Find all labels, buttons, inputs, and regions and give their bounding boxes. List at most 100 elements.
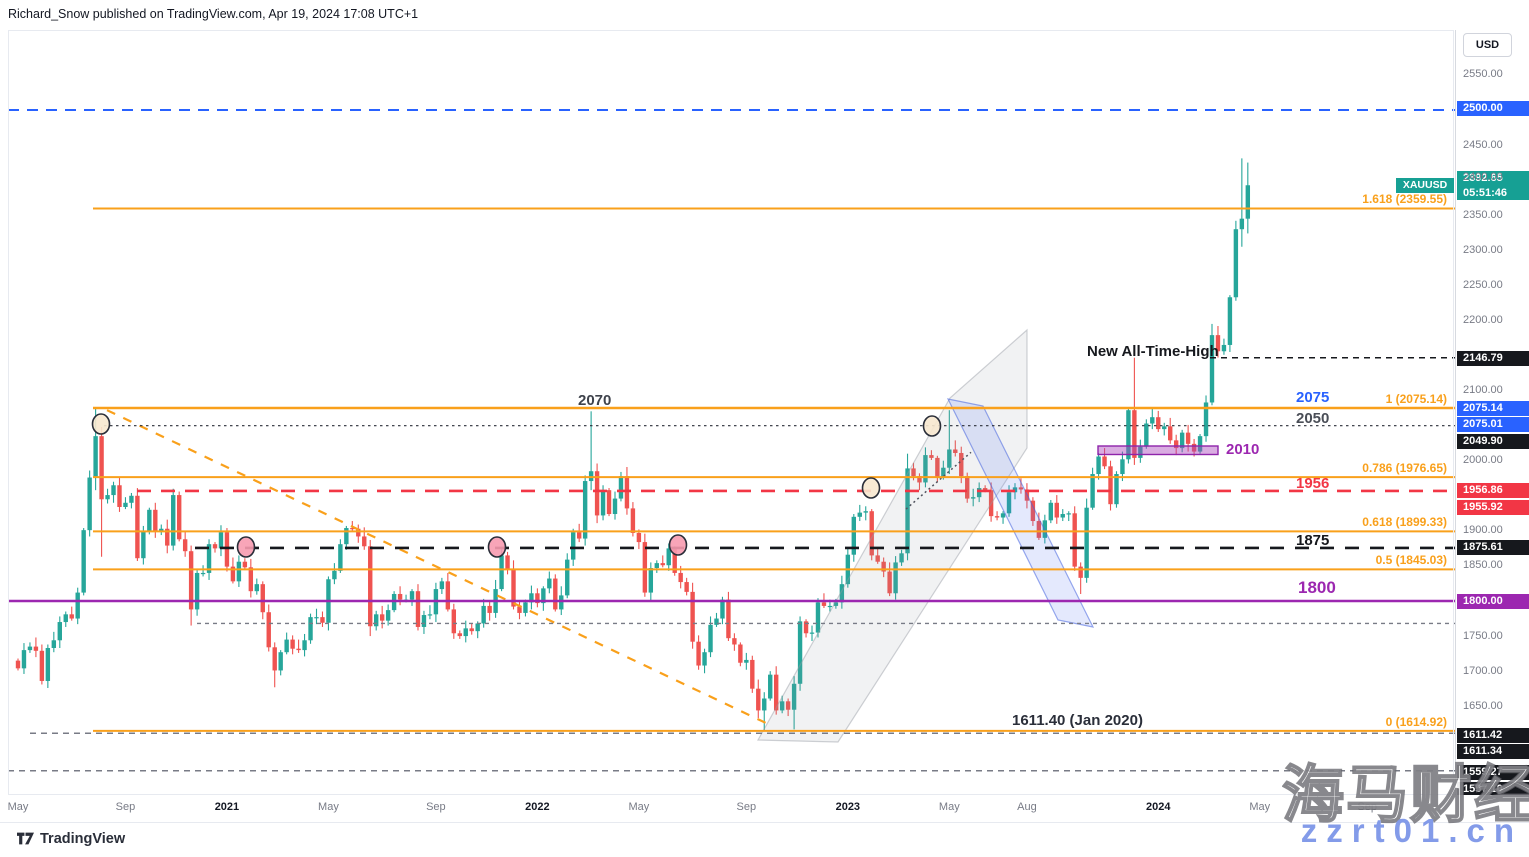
candle-body bbox=[457, 633, 462, 637]
price-label-badge: 1800.00 bbox=[1457, 593, 1529, 609]
candle-body bbox=[815, 602, 821, 633]
time-tick: 2021 bbox=[214, 801, 240, 813]
time-axis[interactable]: May Sep 2021 May Sep 2022 May Sep 2023 May Aug 2024… bbox=[0, 795, 1529, 823]
level-text-2050: 2050 bbox=[1296, 410, 1330, 427]
candle-body bbox=[123, 502, 128, 507]
candle-body bbox=[368, 546, 373, 627]
marker-circle[interactable] bbox=[236, 536, 256, 558]
candle-body bbox=[260, 584, 265, 613]
candle-body bbox=[1197, 436, 1203, 452]
candle-body bbox=[756, 688, 761, 711]
candle-body bbox=[600, 490, 606, 516]
candle-body bbox=[947, 449, 952, 468]
candle-body bbox=[571, 532, 576, 560]
current-price-value: 2392.65 bbox=[1463, 172, 1503, 184]
time-tick: May bbox=[7, 801, 29, 813]
candle-body bbox=[827, 605, 833, 608]
fib-level-label: 0.5 (1845.03) bbox=[1375, 553, 1447, 568]
watermark-cjk: 海马财经 bbox=[1281, 760, 1529, 831]
candle-body bbox=[696, 641, 701, 666]
time-tick: Sep bbox=[426, 801, 446, 813]
downtrend-from-2075[interactable] bbox=[106, 409, 773, 727]
candle-body bbox=[857, 512, 862, 517]
level-text-2075: 2075 bbox=[1296, 389, 1330, 406]
marker-circle[interactable] bbox=[668, 534, 688, 556]
candle-body bbox=[27, 646, 33, 651]
candle-body bbox=[982, 488, 988, 491]
fib-level-label: 0.618 (1899.33) bbox=[1362, 515, 1447, 530]
price-label-badge: 2500.00 bbox=[1457, 100, 1529, 116]
ascending-channel[interactable] bbox=[756, 328, 1028, 743]
candle-body bbox=[421, 615, 427, 627]
candle-body bbox=[762, 698, 767, 711]
candle-body bbox=[1138, 446, 1143, 458]
publish-byline: Richard_Snow published on TradingView.co… bbox=[8, 7, 419, 21]
candle-body bbox=[409, 591, 415, 600]
level-text-1956: 1956 bbox=[1296, 475, 1330, 492]
candle-body bbox=[1084, 507, 1089, 578]
candle-body bbox=[415, 591, 421, 627]
candle-body bbox=[194, 572, 200, 610]
candle-body bbox=[362, 536, 367, 547]
candle-body bbox=[1221, 344, 1227, 352]
candle-body bbox=[869, 511, 874, 556]
marker-circle[interactable] bbox=[91, 413, 111, 435]
fib-level-label: 1.618 (2359.55) bbox=[1362, 192, 1447, 207]
level-text-1611: 1611.40 (Jan 2020) bbox=[1012, 712, 1143, 729]
candle-body bbox=[1048, 502, 1054, 521]
candle-body bbox=[248, 567, 254, 592]
tradingview-logo[interactable]: TradingView bbox=[17, 830, 125, 847]
price-label-badge: 2049.90 bbox=[1457, 433, 1529, 449]
candle-body bbox=[266, 612, 271, 648]
candle-body bbox=[714, 618, 719, 625]
candle-body bbox=[1102, 456, 1107, 467]
candle-body bbox=[779, 701, 785, 711]
consolidation-2010[interactable] bbox=[1097, 445, 1219, 456]
candle-body bbox=[1066, 513, 1071, 515]
candle-body bbox=[559, 595, 564, 610]
marker-circle[interactable] bbox=[861, 477, 881, 499]
time-tick: 2024 bbox=[1146, 801, 1171, 813]
candle-body bbox=[236, 561, 242, 582]
candle-body bbox=[905, 468, 910, 554]
candle-body bbox=[803, 621, 809, 634]
candle-body bbox=[1096, 456, 1101, 475]
candle-body bbox=[69, 614, 74, 619]
candle-body bbox=[445, 581, 451, 610]
candle-body bbox=[153, 509, 158, 531]
price-tick: 2350.00 bbox=[1463, 208, 1503, 221]
mini-support[interactable] bbox=[905, 451, 972, 510]
candle-body bbox=[875, 555, 880, 562]
candle-body bbox=[1120, 459, 1125, 475]
price-tick: 2200.00 bbox=[1463, 313, 1503, 326]
candle-body bbox=[935, 457, 940, 477]
candle-body bbox=[1018, 487, 1024, 490]
candle-body bbox=[147, 509, 152, 531]
candle-body bbox=[971, 497, 976, 499]
candle-body bbox=[773, 674, 779, 711]
price-label-badge: 1557.10 bbox=[1457, 781, 1529, 797]
candle-body bbox=[314, 617, 319, 619]
candle-body bbox=[105, 495, 110, 500]
candle-body bbox=[648, 568, 654, 593]
candle-body bbox=[272, 647, 277, 671]
fib-level-label: 0.786 (1976.65) bbox=[1362, 461, 1447, 476]
candle-body bbox=[541, 588, 546, 604]
currency-toggle-button[interactable]: USD bbox=[1463, 33, 1512, 57]
marker-circle[interactable] bbox=[922, 415, 942, 437]
candle-body bbox=[278, 652, 283, 671]
price-label-badge: 1956.86 bbox=[1457, 482, 1529, 498]
candle-body bbox=[379, 614, 385, 621]
price-label-badge: 1559.27 bbox=[1457, 764, 1529, 780]
candle-body bbox=[1078, 566, 1083, 578]
candle-body bbox=[785, 701, 791, 710]
price-axis[interactable]: USD 2392.65 05:51:46 2550.00 2450.00 2400.… bbox=[1455, 30, 1529, 797]
candle-body bbox=[684, 582, 689, 592]
price-label-badge: 2146.79 bbox=[1457, 350, 1529, 366]
candle-body bbox=[427, 614, 433, 616]
time-tick: May bbox=[628, 801, 650, 813]
marker-circle[interactable] bbox=[487, 536, 507, 558]
candle-body bbox=[230, 566, 236, 582]
